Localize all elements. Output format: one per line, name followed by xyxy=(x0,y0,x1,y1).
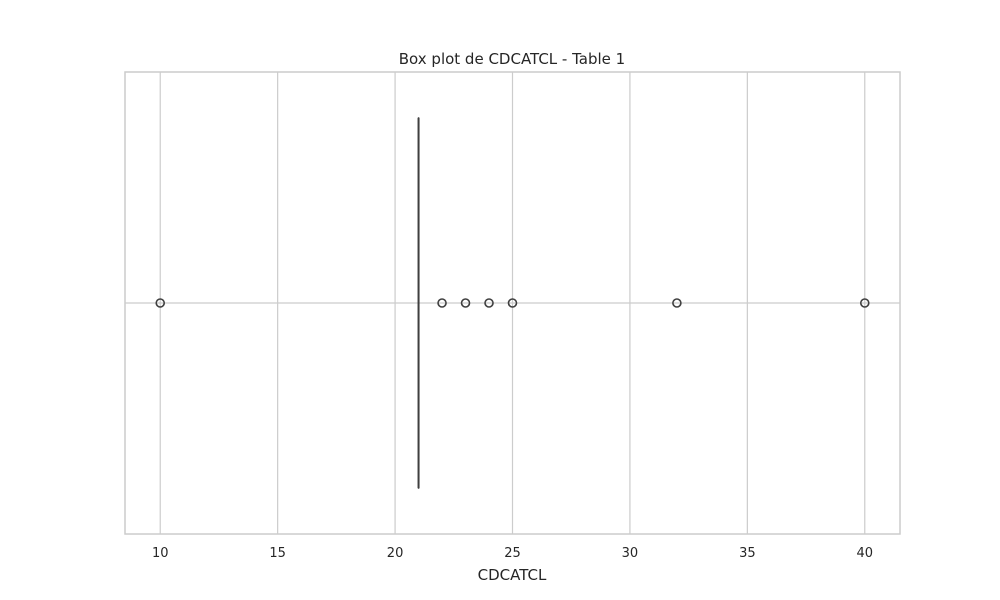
outlier-point-10 xyxy=(155,298,166,308)
x-tick-labels: 10 15 20 25 30 35 40 xyxy=(152,546,873,561)
outliers-layer xyxy=(155,298,870,308)
outlier-point-40 xyxy=(859,298,870,308)
x-tick-label-10: 10 xyxy=(152,546,169,561)
x-tick-label-25: 25 xyxy=(504,546,521,561)
x-tick-label-20: 20 xyxy=(387,546,404,561)
x-tick-label-30: 30 xyxy=(622,546,639,561)
chart-title: Box plot de CDCATCL - Table 1 xyxy=(399,50,625,68)
outlier-point-22 xyxy=(437,298,447,308)
x-tick-label-40: 40 xyxy=(856,546,873,561)
outlier-point-32 xyxy=(672,298,682,308)
grid-layer xyxy=(125,72,900,534)
plot-area-frame xyxy=(124,71,901,535)
outlier-point-24 xyxy=(484,298,494,308)
outlier-point-23 xyxy=(460,298,471,308)
x-axis-label: CDCATCL xyxy=(478,566,547,584)
outlier-point-25 xyxy=(507,298,518,308)
x-tick-label-15: 15 xyxy=(269,546,286,561)
x-tick-label-35: 35 xyxy=(739,546,756,561)
